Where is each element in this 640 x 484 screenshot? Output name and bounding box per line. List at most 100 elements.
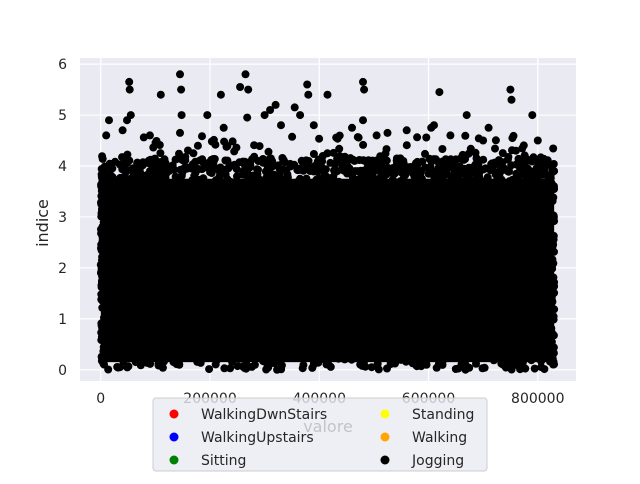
data-point: [546, 347, 555, 356]
data-point: [546, 328, 555, 336]
data-point: [226, 364, 235, 373]
data-point: [412, 264, 421, 273]
data-point: [465, 363, 474, 372]
data-point: [465, 312, 474, 321]
data-point: [275, 351, 284, 360]
data-point: [528, 111, 537, 120]
data-point: [464, 149, 473, 158]
data-point: [346, 212, 355, 221]
data-point: [108, 210, 117, 219]
data-point: [547, 247, 556, 256]
data-point: [550, 167, 559, 176]
data-point: [333, 167, 342, 175]
data-point: [365, 220, 373, 229]
data-point: [501, 353, 510, 362]
data-point: [228, 137, 237, 146]
data-point: [199, 174, 208, 183]
data-point: [462, 236, 471, 245]
data-point: [382, 156, 391, 165]
data-point: [464, 172, 473, 180]
data-point: [406, 163, 415, 171]
data-point: [176, 70, 184, 79]
data-point: [181, 258, 190, 267]
data-point: [144, 159, 153, 168]
data-point: [447, 160, 456, 169]
data-point: [138, 296, 147, 304]
data-point: [231, 271, 240, 280]
data-point: [193, 141, 202, 150]
data-point: [512, 169, 521, 178]
data-point: [332, 243, 341, 252]
data-point: [478, 298, 487, 307]
data-point: [160, 199, 169, 208]
data-point: [507, 268, 516, 277]
data-point: [266, 348, 274, 356]
data-point: [495, 204, 504, 212]
data-point: [266, 175, 275, 184]
data-point: [283, 175, 292, 184]
data-point: [529, 153, 538, 162]
data-point: [359, 77, 367, 86]
data-point: [177, 171, 186, 180]
y-tick-labels: 0 1 2 3 4 5 6: [58, 57, 67, 379]
data-point: [498, 149, 507, 158]
data-point: [123, 176, 132, 185]
data-point: [428, 204, 437, 213]
data-point: [418, 188, 427, 197]
data-point: [213, 222, 222, 231]
data-point: [97, 192, 106, 201]
data-point: [472, 359, 480, 368]
data-point: [213, 356, 221, 364]
data-point: [156, 149, 165, 158]
data-point: [285, 244, 294, 253]
data-point: [464, 353, 473, 362]
data-point: [457, 359, 466, 368]
data-point: [408, 359, 417, 368]
data-point: [549, 212, 558, 221]
data-point: [206, 164, 215, 173]
data-point: [422, 133, 431, 142]
data-point: [303, 350, 312, 359]
data-point: [321, 165, 330, 174]
data-point: [547, 264, 556, 273]
data-point: [116, 363, 124, 372]
data-point: [236, 83, 245, 91]
data-point: [417, 352, 426, 361]
data-point: [536, 248, 545, 257]
data-point: [504, 153, 513, 161]
data-point: [181, 164, 190, 172]
x-tick-label: 800000: [511, 391, 564, 407]
data-point: [196, 358, 205, 367]
data-point: [230, 200, 239, 209]
data-point: [230, 220, 239, 229]
y-tick-label: 2: [58, 261, 67, 277]
data-point: [468, 181, 477, 190]
x-tick-label: 0: [96, 391, 105, 407]
data-point: [153, 301, 162, 310]
data-point: [260, 111, 269, 120]
data-point: [143, 173, 152, 182]
data-point: [456, 154, 465, 163]
data-point: [284, 236, 293, 245]
data-point: [149, 221, 158, 230]
data-point: [494, 156, 503, 165]
data-point: [490, 345, 499, 354]
data-point: [292, 254, 300, 263]
data-point: [241, 70, 250, 79]
data-point: [438, 157, 447, 166]
data-point: [230, 147, 239, 156]
data-point: [500, 312, 509, 321]
data-point: [429, 183, 438, 192]
data-point: [118, 219, 127, 228]
data-point: [383, 128, 392, 137]
legend-marker: [380, 455, 390, 465]
data-point: [327, 300, 336, 309]
data-point: [300, 273, 309, 282]
data-point: [139, 133, 148, 142]
data-point: [458, 251, 467, 260]
data-point: [540, 365, 549, 374]
legend-label: WalkingUpstairs: [201, 430, 314, 446]
data-point: [353, 133, 362, 142]
data-point: [182, 344, 191, 353]
data-point: [247, 362, 256, 371]
